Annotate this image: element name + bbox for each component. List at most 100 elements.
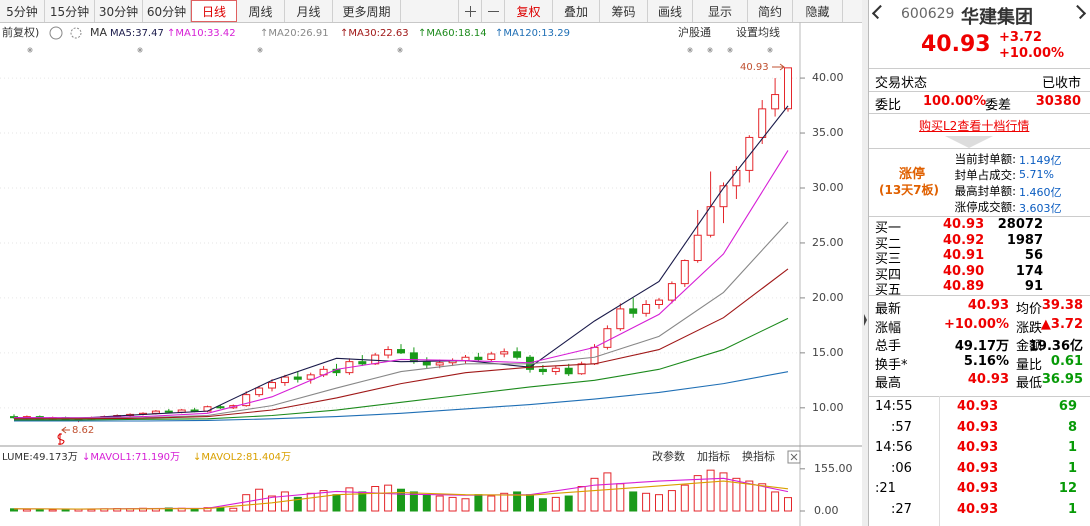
- volume-bar: [306, 492, 315, 512]
- period-button[interactable]: 60分钟: [143, 0, 191, 22]
- candle-body: [551, 367, 560, 373]
- volume-bar: [732, 477, 741, 512]
- marker-star: [27, 47, 33, 53]
- limit-title: 涨停: [899, 167, 926, 182]
- indicator-button[interactable]: 改参数: [652, 449, 685, 463]
- volume-bar: [551, 496, 560, 512]
- candle-body: [306, 374, 315, 380]
- stat-label: 金额: [1016, 339, 1043, 354]
- ma-line: [14, 371, 789, 422]
- zoom-out-button[interactable]: [482, 0, 505, 22]
- period-button[interactable]: 日线: [191, 0, 237, 22]
- candle-body: [255, 387, 264, 396]
- candle-body: [564, 367, 573, 375]
- tick-price: 40.93: [957, 460, 999, 476]
- tick-time: :06: [891, 460, 912, 476]
- candle-body: [655, 299, 663, 305]
- y-tick-label: 35.00: [812, 126, 844, 139]
- volume-bar: [48, 509, 57, 512]
- stat-value: 19.36亿: [1028, 339, 1083, 354]
- volume-bar: [629, 491, 638, 512]
- ma-line: [14, 150, 789, 419]
- low-label: 8.62: [72, 425, 94, 436]
- candle-body: [280, 376, 289, 384]
- volume-legend: ↓MAVOL1:71.190万: [82, 452, 180, 463]
- volume-bar: [590, 477, 599, 512]
- candle-body: [719, 185, 728, 208]
- indicator-button[interactable]: 换指标: [742, 449, 775, 463]
- candle-body: [667, 283, 676, 301]
- volume-bar: [448, 496, 457, 512]
- limit-label: 最高封单额:: [954, 184, 1016, 198]
- tool-button[interactable]: 叠加: [553, 0, 600, 22]
- mavol-line: [13, 480, 789, 510]
- bid-volume: 1987: [1006, 232, 1043, 248]
- tool-button[interactable]: 显示: [693, 0, 748, 22]
- marker-star: [727, 47, 733, 53]
- tool-button[interactable]: 隐藏: [793, 0, 843, 22]
- period-button[interactable]: 15分钟: [45, 0, 95, 22]
- volume-bar: [384, 484, 393, 512]
- period-button[interactable]: 5分钟: [0, 0, 45, 22]
- volume-bar: [409, 491, 418, 512]
- indicator-button[interactable]: 加指标: [697, 449, 730, 463]
- stat-label: 最高: [875, 376, 902, 391]
- volume-bar: [564, 495, 573, 512]
- toolbar: 5分钟 15分钟 30分钟 60分钟 日线 周线 月线 更多周期 复权 叠加 筹码 画线 显示 简约 隐藏: [0, 0, 862, 23]
- stat-value: 5.16%: [963, 353, 1009, 369]
- volume-bar: [784, 497, 792, 512]
- period-button[interactable]: 月线: [285, 0, 333, 22]
- divider: [869, 216, 1090, 217]
- limit-value: 1.460亿: [1019, 186, 1062, 199]
- tick-volume: 1: [1067, 460, 1077, 476]
- bid-price: 40.91: [943, 248, 985, 263]
- period-button[interactable]: 30分钟: [95, 0, 143, 22]
- candle-body: [784, 67, 792, 110]
- ma-line: [13, 221, 789, 420]
- tick-time: :57: [891, 419, 912, 435]
- tool-button[interactable]: 简约: [748, 0, 793, 22]
- candle-body: [538, 368, 547, 373]
- divider: [869, 148, 1090, 149]
- zoom-in-button[interactable]: [459, 0, 482, 22]
- bid-label: 买五: [875, 283, 902, 298]
- candle-body: [590, 346, 599, 365]
- y-tick-label: 25.00: [812, 236, 844, 249]
- ma-line: [13, 105, 789, 419]
- limit-value: 1.149亿: [1019, 154, 1062, 167]
- ma-line: [14, 268, 789, 420]
- stat-label: 涨跌: [1016, 320, 1043, 336]
- tool-button[interactable]: 画线: [648, 0, 693, 22]
- stat-label: 换手*: [875, 357, 908, 373]
- l2-link[interactable]: 购买L2查看十档行情: [919, 119, 1030, 133]
- volume-bar: [371, 486, 380, 512]
- divider: [869, 295, 1090, 296]
- tick-time: :27: [891, 502, 912, 517]
- tool-button[interactable]: 筹码: [600, 0, 648, 22]
- candle-body: [293, 376, 302, 380]
- y-tick-label: 15.00: [812, 346, 844, 359]
- ratio-value: 100.00%: [923, 94, 987, 109]
- vertical-divider: [939, 396, 940, 526]
- change-pct: +10.00%: [999, 46, 1065, 61]
- volume-bar: [680, 484, 689, 512]
- stat-label: 最新: [875, 302, 902, 317]
- tool-button[interactable]: 复权: [505, 0, 553, 22]
- candle-body: [422, 361, 431, 366]
- bid-price: 40.93: [943, 217, 985, 232]
- period-button[interactable]: 更多周期: [333, 0, 401, 22]
- candle-body: [474, 356, 483, 360]
- status-value: 已收市: [1041, 76, 1081, 91]
- limit-label: 涨停成交额:: [954, 200, 1016, 214]
- stat-value: 39.38: [1041, 298, 1083, 313]
- stat-label: 量比: [1016, 357, 1043, 373]
- ma-line: [14, 317, 789, 421]
- tick-time: 14:55: [875, 399, 913, 414]
- candle-body: [216, 406, 225, 409]
- divider: [869, 91, 1090, 92]
- volume-bar: [719, 472, 728, 512]
- volume-bar: [474, 494, 483, 512]
- period-button[interactable]: 周线: [237, 0, 285, 22]
- candle-body: [513, 351, 522, 358]
- volume-legend: ↓MAVOL2:81.404万: [193, 452, 291, 463]
